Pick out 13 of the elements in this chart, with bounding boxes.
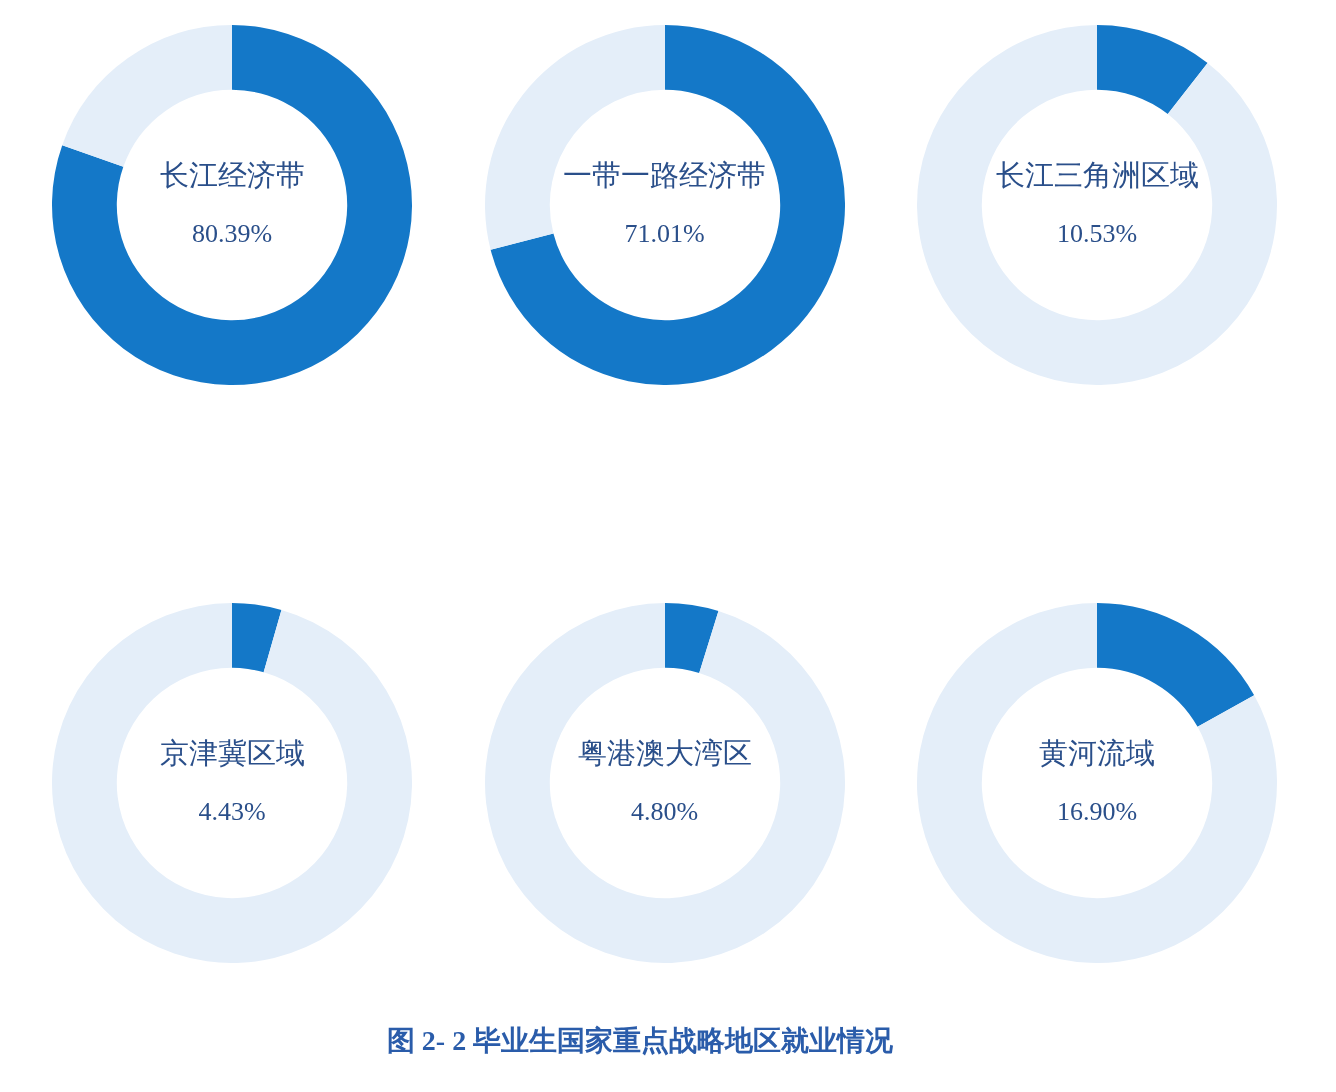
data-label: 80.39% bbox=[190, 219, 274, 249]
slice-label: 粤港澳大湾区 bbox=[576, 736, 753, 771]
slice-label: 长江三角洲区域 bbox=[994, 158, 1200, 193]
data-label: 16.90% bbox=[1055, 797, 1139, 827]
text: 图 2- 2 毕业生国家重点战略地区就业情况 bbox=[385, 1024, 895, 1058]
data-label: 10.53% bbox=[1055, 219, 1139, 249]
slice-label: 黄河流域 bbox=[1038, 736, 1156, 771]
slice-label: 长江经济带 bbox=[158, 158, 306, 193]
slice-label: 一带一路经济带 bbox=[562, 158, 767, 193]
data-label: 4.43% bbox=[197, 797, 267, 827]
data-label: 4.80% bbox=[629, 797, 700, 827]
data-label: 71.01% bbox=[623, 219, 706, 249]
slice-label: 京津冀区域 bbox=[158, 736, 306, 771]
